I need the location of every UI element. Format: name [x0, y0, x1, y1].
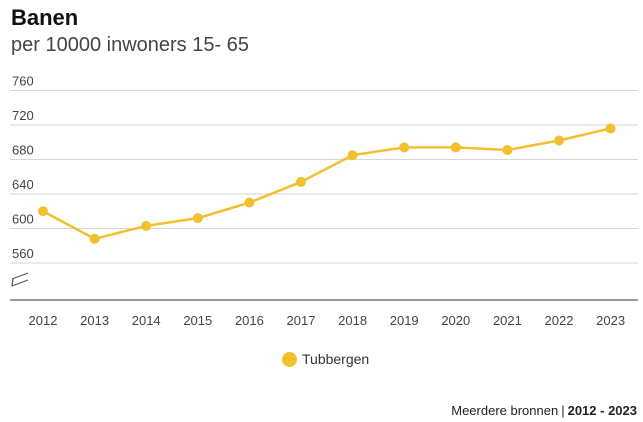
data-point-2022[interactable] — [554, 135, 564, 146]
data-point-2019[interactable] — [399, 142, 410, 153]
y-tick-label: 720 — [12, 108, 34, 123]
data-point-2018[interactable] — [347, 150, 358, 161]
axes: 560 600 640 680 720 760 2012 2013 2014 2015 2016 20… — [10, 74, 638, 328]
x-tick-label: 2016 — [235, 313, 264, 328]
source-years: 2012 - 2023 — [567, 403, 637, 418]
x-tick-label: 2023 — [596, 313, 625, 328]
legend-label: Tubbergen — [302, 351, 370, 367]
x-tick-label: 2017 — [287, 313, 316, 328]
y-tick-label: 600 — [12, 212, 34, 227]
axis-break-icon — [11, 272, 29, 287]
source-text: Meerdere bronnen — [451, 403, 559, 418]
x-tick-label: 2021 — [493, 313, 522, 328]
data-point-2021[interactable] — [502, 145, 513, 156]
chart-subtitle: per 10000 inwoners 15- 65 — [11, 34, 249, 56]
y-tick-label: 760 — [12, 74, 34, 89]
data-point-2023[interactable] — [605, 123, 616, 134]
series-line — [42, 127, 611, 241]
y-tick-label: 560 — [12, 246, 34, 261]
data-point-2017[interactable] — [296, 176, 306, 187]
source-note: Meerdere bronnen | 2012 - 2023 — [451, 403, 637, 418]
x-tick-label: 2013 — [80, 313, 109, 328]
data-point-2014[interactable] — [141, 220, 152, 231]
legend[interactable]: Tubbergen — [282, 351, 369, 367]
legend-marker — [282, 351, 297, 367]
data-point-2020[interactable] — [450, 142, 461, 153]
x-tick-label: 2014 — [132, 313, 161, 328]
x-tick-label: 2015 — [183, 313, 212, 328]
x-tick-label: 2022 — [545, 313, 574, 328]
data-point-2015[interactable] — [192, 213, 203, 224]
grid-lines — [10, 90, 638, 264]
data-point-2016[interactable] — [244, 197, 255, 208]
data-point-2012[interactable] — [38, 206, 48, 217]
data-point-2013[interactable] — [89, 233, 100, 244]
source-separator: | — [561, 403, 565, 418]
x-tick-label: 2020 — [441, 313, 470, 328]
chart-title: Banen — [11, 5, 79, 30]
y-tick-label: 640 — [12, 177, 34, 192]
x-tick-label: 2018 — [338, 313, 367, 328]
x-tick-label: 2019 — [390, 313, 419, 328]
series-layer — [38, 123, 616, 244]
y-tick-label: 680 — [12, 143, 34, 158]
x-tick-label: 2012 — [29, 313, 58, 328]
